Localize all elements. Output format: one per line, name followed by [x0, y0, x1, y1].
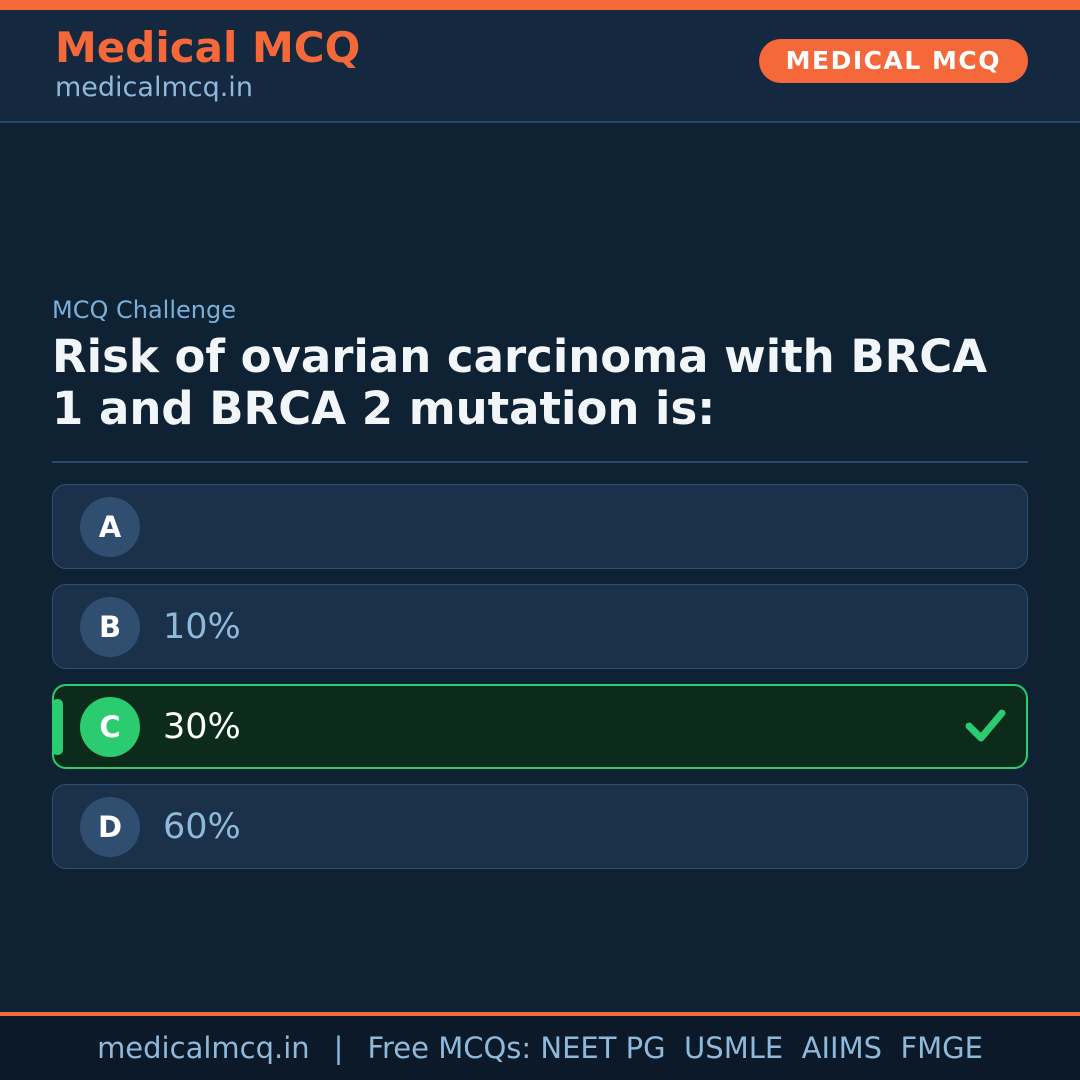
- option-d-text: 60%: [163, 806, 241, 847]
- question-card: MCQ Challenge Risk of ovarian carcinoma …: [0, 296, 1080, 869]
- brand-badge: MEDICAL MCQ: [758, 39, 1028, 83]
- option-a[interactable]: A: [52, 484, 1028, 569]
- option-b-text: 10%: [163, 606, 241, 647]
- option-b-letter: B: [80, 596, 140, 657]
- option-b[interactable]: B 10%: [52, 584, 1028, 669]
- option-c-text: 30%: [163, 706, 241, 747]
- top-accent-bar: [0, 0, 1080, 10]
- header: Medical MCQ medicalmcq.in MEDICAL MCQ: [0, 10, 1080, 123]
- option-a-letter: A: [80, 496, 140, 557]
- option-c-correct[interactable]: C 30%: [52, 684, 1028, 769]
- option-d-letter: D: [80, 796, 140, 857]
- check-icon: [964, 707, 1006, 747]
- footer-tagline: Free MCQs: NEET PG USMLE AIIMS FMGE: [367, 1031, 983, 1065]
- footer: medicalmcq.in | Free MCQs: NEET PG USMLE…: [0, 1012, 1080, 1080]
- footer-site: medicalmcq.in: [97, 1031, 310, 1065]
- app-title: Medical MCQ: [55, 23, 361, 72]
- divider: [52, 461, 1028, 463]
- option-c-letter: C: [80, 696, 140, 757]
- footer-separator: |: [333, 1031, 344, 1065]
- option-d[interactable]: D 60%: [52, 784, 1028, 869]
- question-text: Risk of ovarian carcinoma with BRCA 1 an…: [52, 330, 988, 435]
- options-list: A B 10% C 30% D 60%: [52, 484, 1028, 869]
- site-url: medicalmcq.in: [55, 72, 253, 104]
- correct-accent-bar: [52, 698, 63, 755]
- question-eyebrow: MCQ Challenge: [52, 296, 236, 324]
